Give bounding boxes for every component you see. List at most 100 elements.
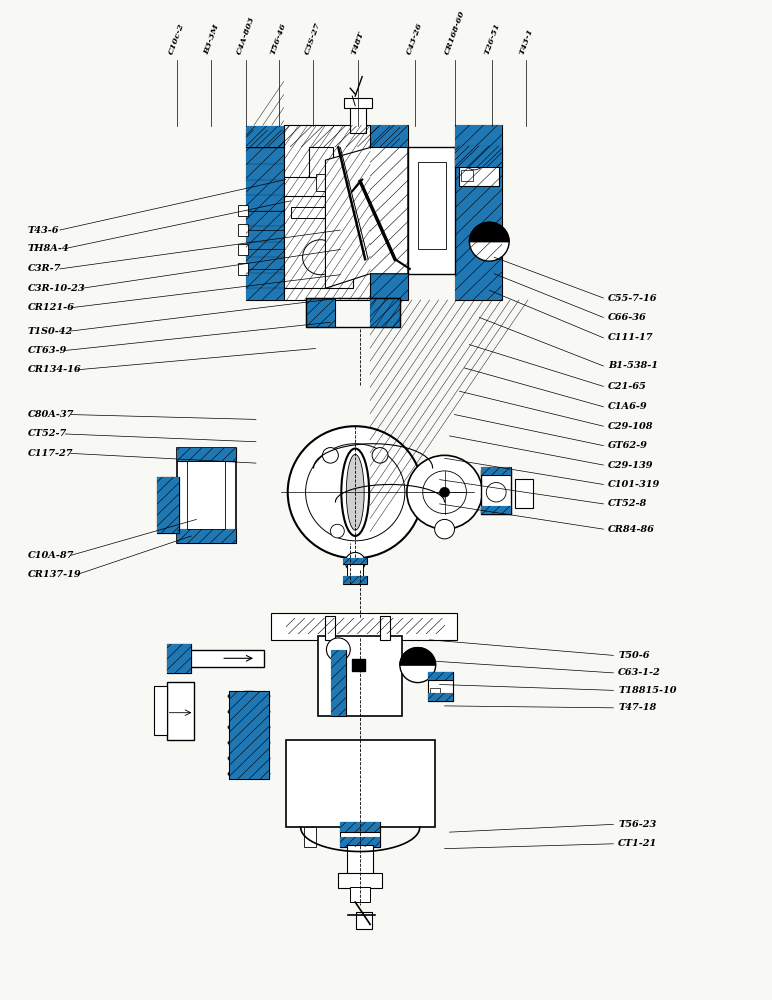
Text: C10c-2: C10c-2 [167, 22, 186, 55]
Bar [340, 822, 380, 832]
Text: C1A6-9: C1A6-9 [608, 402, 648, 411]
Bar [481, 467, 511, 475]
Bar [340, 837, 380, 847]
Text: GT62-9: GT62-9 [608, 441, 648, 450]
Bar [306, 298, 400, 327]
Bar [286, 618, 445, 634]
Bar [455, 146, 502, 167]
Text: C29-108: C29-108 [608, 422, 654, 431]
Text: CT52-7: CT52-7 [28, 429, 67, 438]
Bar [319, 636, 402, 716]
Text: CR84-86: CR84-86 [608, 525, 655, 534]
Circle shape [469, 222, 509, 261]
Bar [246, 130, 284, 300]
Text: CR137-19: CR137-19 [28, 570, 81, 579]
Bar [177, 448, 236, 543]
Bar [347, 560, 363, 580]
Bar [370, 298, 400, 327]
Bar [350, 887, 370, 902]
Circle shape [330, 524, 344, 538]
Bar [459, 147, 499, 186]
Bar [291, 207, 345, 218]
Bar [188, 461, 225, 529]
Bar [177, 529, 236, 543]
Text: C3R-7: C3R-7 [28, 264, 61, 273]
Bar [309, 147, 334, 177]
Bar [455, 146, 502, 167]
Text: T48T: T48T [350, 30, 366, 55]
Bar [340, 822, 380, 847]
Circle shape [345, 552, 365, 572]
Circle shape [400, 648, 435, 683]
Bar [340, 822, 380, 832]
Bar [286, 618, 445, 634]
Bar [428, 693, 452, 701]
Bar [246, 126, 400, 147]
Circle shape [327, 638, 350, 661]
Circle shape [486, 483, 506, 502]
Bar [286, 618, 445, 634]
Text: C10A-87: C10A-87 [28, 551, 74, 560]
Text: C4A-803: C4A-803 [235, 15, 256, 55]
Bar [238, 205, 248, 216]
Bar [370, 125, 408, 300]
Bar [338, 873, 382, 888]
Circle shape [303, 240, 338, 275]
Bar [157, 477, 178, 533]
Bar [481, 467, 511, 475]
Text: T1S0-42: T1S0-42 [28, 327, 73, 336]
Bar [177, 448, 236, 461]
Bar [271, 613, 458, 640]
Text: C111-17: C111-17 [608, 333, 654, 342]
Polygon shape [326, 147, 408, 288]
Ellipse shape [347, 454, 364, 530]
Bar [154, 686, 167, 735]
Bar [344, 558, 367, 564]
Text: C63-1-2: C63-1-2 [618, 668, 661, 677]
Bar [286, 740, 435, 827]
Bar [157, 477, 178, 533]
Text: C55-7-16: C55-7-16 [608, 294, 658, 303]
Text: T56-46: T56-46 [269, 21, 288, 55]
Bar [167, 644, 191, 673]
Bar [356, 912, 372, 929]
Bar [380, 616, 390, 640]
Bar [167, 644, 191, 673]
Bar [177, 529, 236, 543]
Bar [246, 126, 400, 147]
Bar [430, 688, 439, 698]
Bar [316, 174, 327, 191]
Bar [157, 477, 178, 533]
Bar [238, 244, 248, 255]
Bar [306, 298, 335, 327]
Circle shape [423, 471, 466, 514]
Bar [331, 650, 347, 716]
Bar [303, 827, 316, 847]
Text: C66-36: C66-36 [608, 313, 647, 322]
Bar [428, 672, 452, 680]
Polygon shape [352, 659, 365, 671]
Text: C3S-27: C3S-27 [303, 21, 322, 55]
Bar [229, 691, 269, 779]
Circle shape [439, 487, 449, 497]
Bar [238, 224, 248, 236]
Text: C117-27: C117-27 [28, 449, 73, 458]
Bar [229, 691, 269, 779]
Text: CR121-6: CR121-6 [28, 303, 74, 312]
Bar [515, 479, 533, 508]
Bar [331, 650, 347, 716]
Circle shape [372, 448, 388, 463]
Text: TH8A-4: TH8A-4 [28, 244, 69, 253]
Bar [408, 147, 455, 274]
Text: C80A-37: C80A-37 [28, 410, 74, 419]
Text: C3R-10-23: C3R-10-23 [28, 284, 85, 293]
Bar [238, 263, 248, 275]
Circle shape [465, 150, 484, 170]
Polygon shape [400, 648, 435, 665]
Bar [340, 837, 380, 847]
Circle shape [435, 519, 455, 539]
Circle shape [288, 426, 423, 558]
Circle shape [407, 455, 482, 529]
Circle shape [306, 444, 405, 541]
Ellipse shape [341, 449, 369, 536]
